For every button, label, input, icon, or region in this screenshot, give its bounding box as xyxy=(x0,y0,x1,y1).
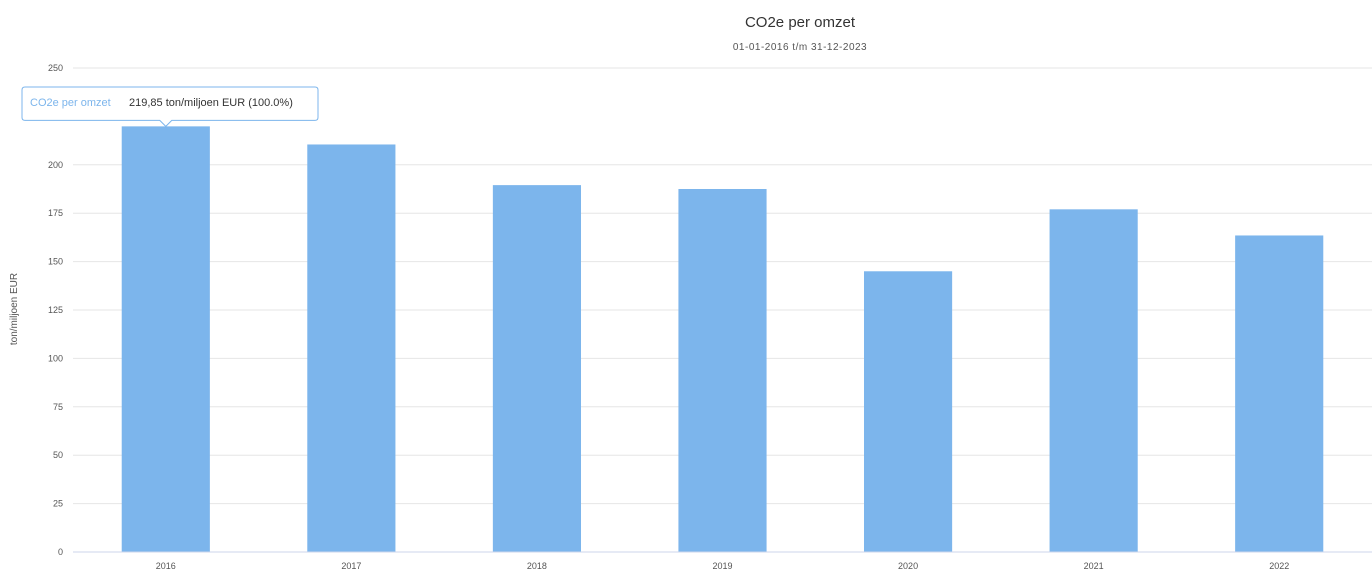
y-axis-ticks: 0 25 50 75 100 125 150 175 200 250 xyxy=(48,63,63,557)
x-tick-label: 2022 xyxy=(1269,561,1289,571)
chart-title: CO2e per omzet xyxy=(745,14,856,31)
y-tick-label: 175 xyxy=(48,208,63,218)
bar-2019[interactable] xyxy=(678,189,767,552)
tooltip: CO2e per omzet 219,85 ton/miljoen EUR (1… xyxy=(21,86,319,128)
tooltip-box xyxy=(21,86,319,128)
y-tick-label: 100 xyxy=(48,353,63,363)
y-tick-label: 250 xyxy=(48,63,63,73)
y-tick-label: 200 xyxy=(48,160,63,170)
y-tick-label: 0 xyxy=(58,547,63,557)
chart-subtitle: 01-01-2016 t/m 31-12-2023 xyxy=(733,42,867,53)
x-tick-label: 2018 xyxy=(527,561,547,571)
bar-2021[interactable] xyxy=(1049,209,1138,552)
x-tick-label: 2019 xyxy=(712,561,732,571)
x-tick-label: 2021 xyxy=(1084,561,1104,571)
x-tick-label: 2017 xyxy=(341,561,361,571)
bar-series xyxy=(121,126,1324,553)
bar-2016[interactable] xyxy=(121,126,210,553)
y-axis-label: ton/miljoen EUR xyxy=(9,273,20,345)
tooltip-series-label: CO2e per omzet xyxy=(30,97,111,109)
y-tick-label: 75 xyxy=(53,402,63,412)
tooltip-value: 219,85 ton/miljoen EUR (100.0%) xyxy=(129,97,293,109)
y-tick-label: 50 xyxy=(53,450,63,460)
bar-2022[interactable] xyxy=(1235,235,1324,553)
x-tick-label: 2020 xyxy=(898,561,918,571)
bar-2020[interactable] xyxy=(863,271,953,552)
bar-2017[interactable] xyxy=(307,144,396,553)
y-tick-label: 25 xyxy=(53,499,63,509)
y-tick-label: 125 xyxy=(48,305,63,315)
x-tick-label: 2016 xyxy=(156,561,176,571)
bar-2018[interactable] xyxy=(492,185,582,553)
y-tick-label: 150 xyxy=(48,257,63,267)
x-axis-ticks: 2016 2017 2018 2019 2020 2021 2022 xyxy=(156,561,1289,571)
